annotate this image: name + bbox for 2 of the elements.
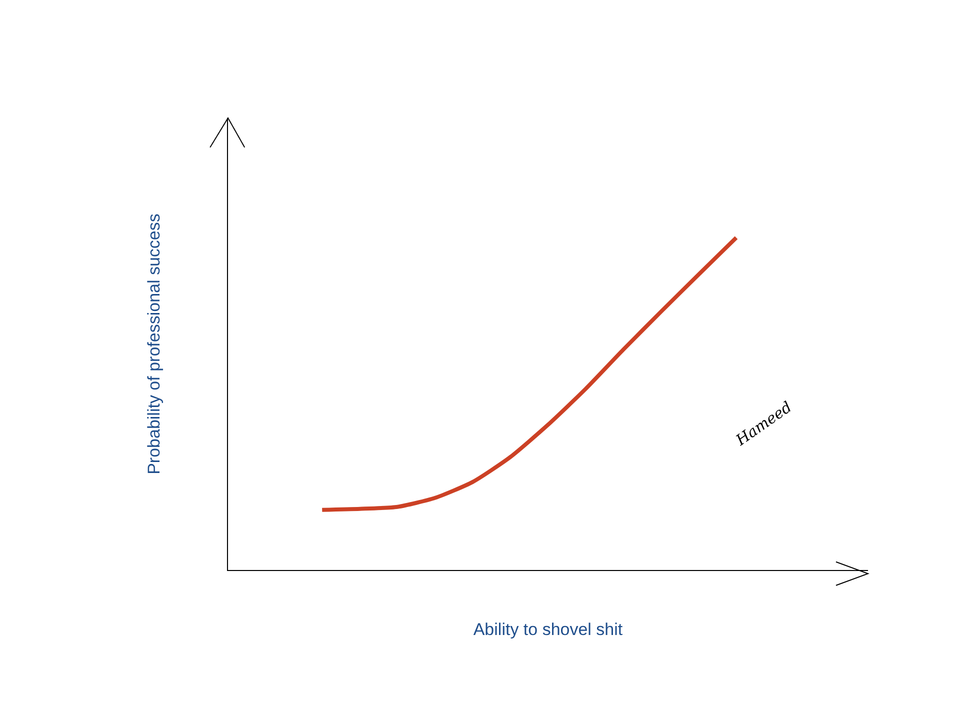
x-axis-title: Ability to shovel shit — [473, 620, 623, 639]
y-axis-title: Probability of professional success — [144, 214, 164, 474]
